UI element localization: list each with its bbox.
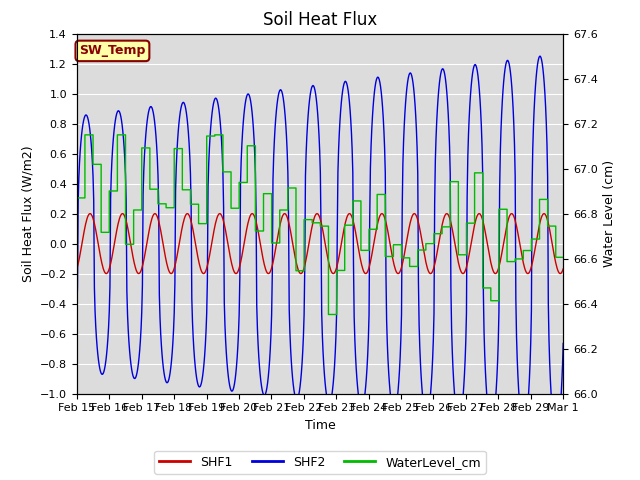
X-axis label: Time: Time [305, 419, 335, 432]
Text: SW_Temp: SW_Temp [79, 44, 146, 58]
Title: Soil Heat Flux: Soil Heat Flux [263, 11, 377, 29]
Y-axis label: Soil Heat Flux (W/m2): Soil Heat Flux (W/m2) [21, 145, 35, 282]
Y-axis label: Water Level (cm): Water Level (cm) [604, 160, 616, 267]
Legend: SHF1, SHF2, WaterLevel_cm: SHF1, SHF2, WaterLevel_cm [154, 451, 486, 474]
